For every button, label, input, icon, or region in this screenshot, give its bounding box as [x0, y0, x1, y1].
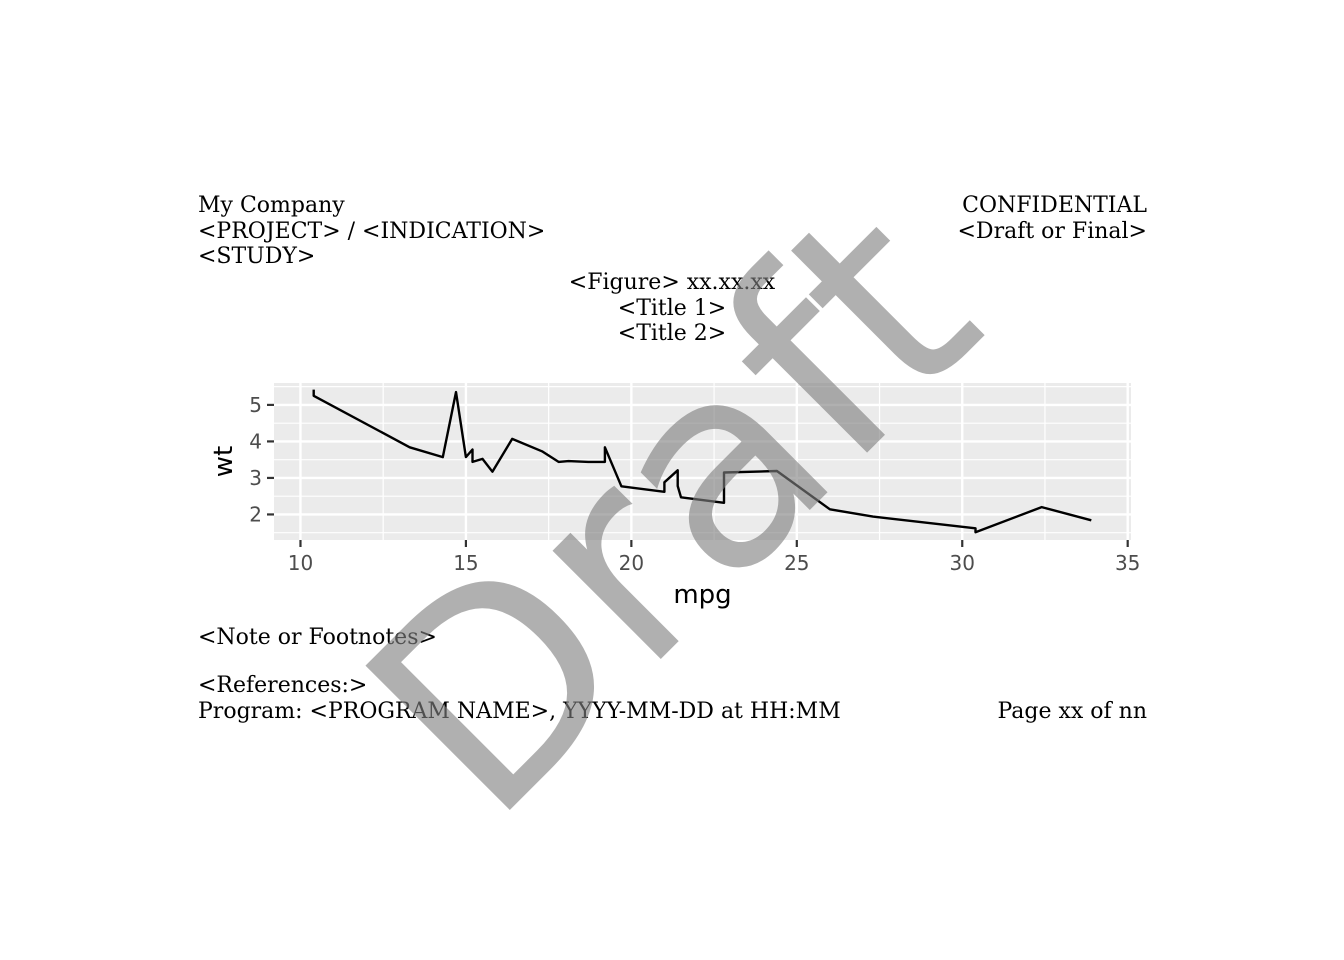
confidential-label: CONFIDENTIAL: [962, 193, 1147, 218]
y-tick-label: 2: [249, 502, 262, 526]
study-label: <STUDY>: [198, 244, 316, 269]
footnotes: <Note or Footnotes>: [198, 625, 437, 650]
major-gridlines: [274, 383, 1131, 540]
x-tick-label: 10: [288, 551, 313, 575]
figure-number: <Figure> xx.xx.xx: [568, 270, 776, 295]
x-axis: 10 15 20 25 30 35: [288, 540, 1140, 575]
x-tick-label: 35: [1115, 551, 1140, 575]
x-tick-label: 15: [453, 551, 478, 575]
series-line: [312, 389, 1092, 534]
x-tick-label: 25: [784, 551, 809, 575]
x-tick-label: 20: [619, 551, 644, 575]
x-axis-title: mpg: [673, 580, 731, 610]
program-info: Program: <PROGRAM NAME>, YYYY-MM-DD at H…: [198, 699, 841, 724]
y-tick-label: 3: [249, 466, 262, 490]
title-2: <Title 2>: [617, 321, 727, 346]
y-tick-label: 5: [249, 393, 262, 417]
x-tick-label: 30: [950, 551, 975, 575]
y-tick-label: 4: [249, 429, 262, 453]
project-indication: <PROJECT> / <INDICATION>: [198, 219, 546, 244]
title-1: <Title 1>: [617, 296, 727, 321]
company-name: My Company: [198, 193, 345, 218]
draft-or-final-label: <Draft or Final>: [957, 219, 1148, 244]
plot-panel: [274, 383, 1131, 540]
page-number: Page xx of nn: [997, 699, 1147, 724]
references: <References:>: [198, 673, 368, 698]
y-axis: 2 3 4 5: [249, 393, 274, 526]
y-axis-title: wt: [209, 446, 239, 477]
